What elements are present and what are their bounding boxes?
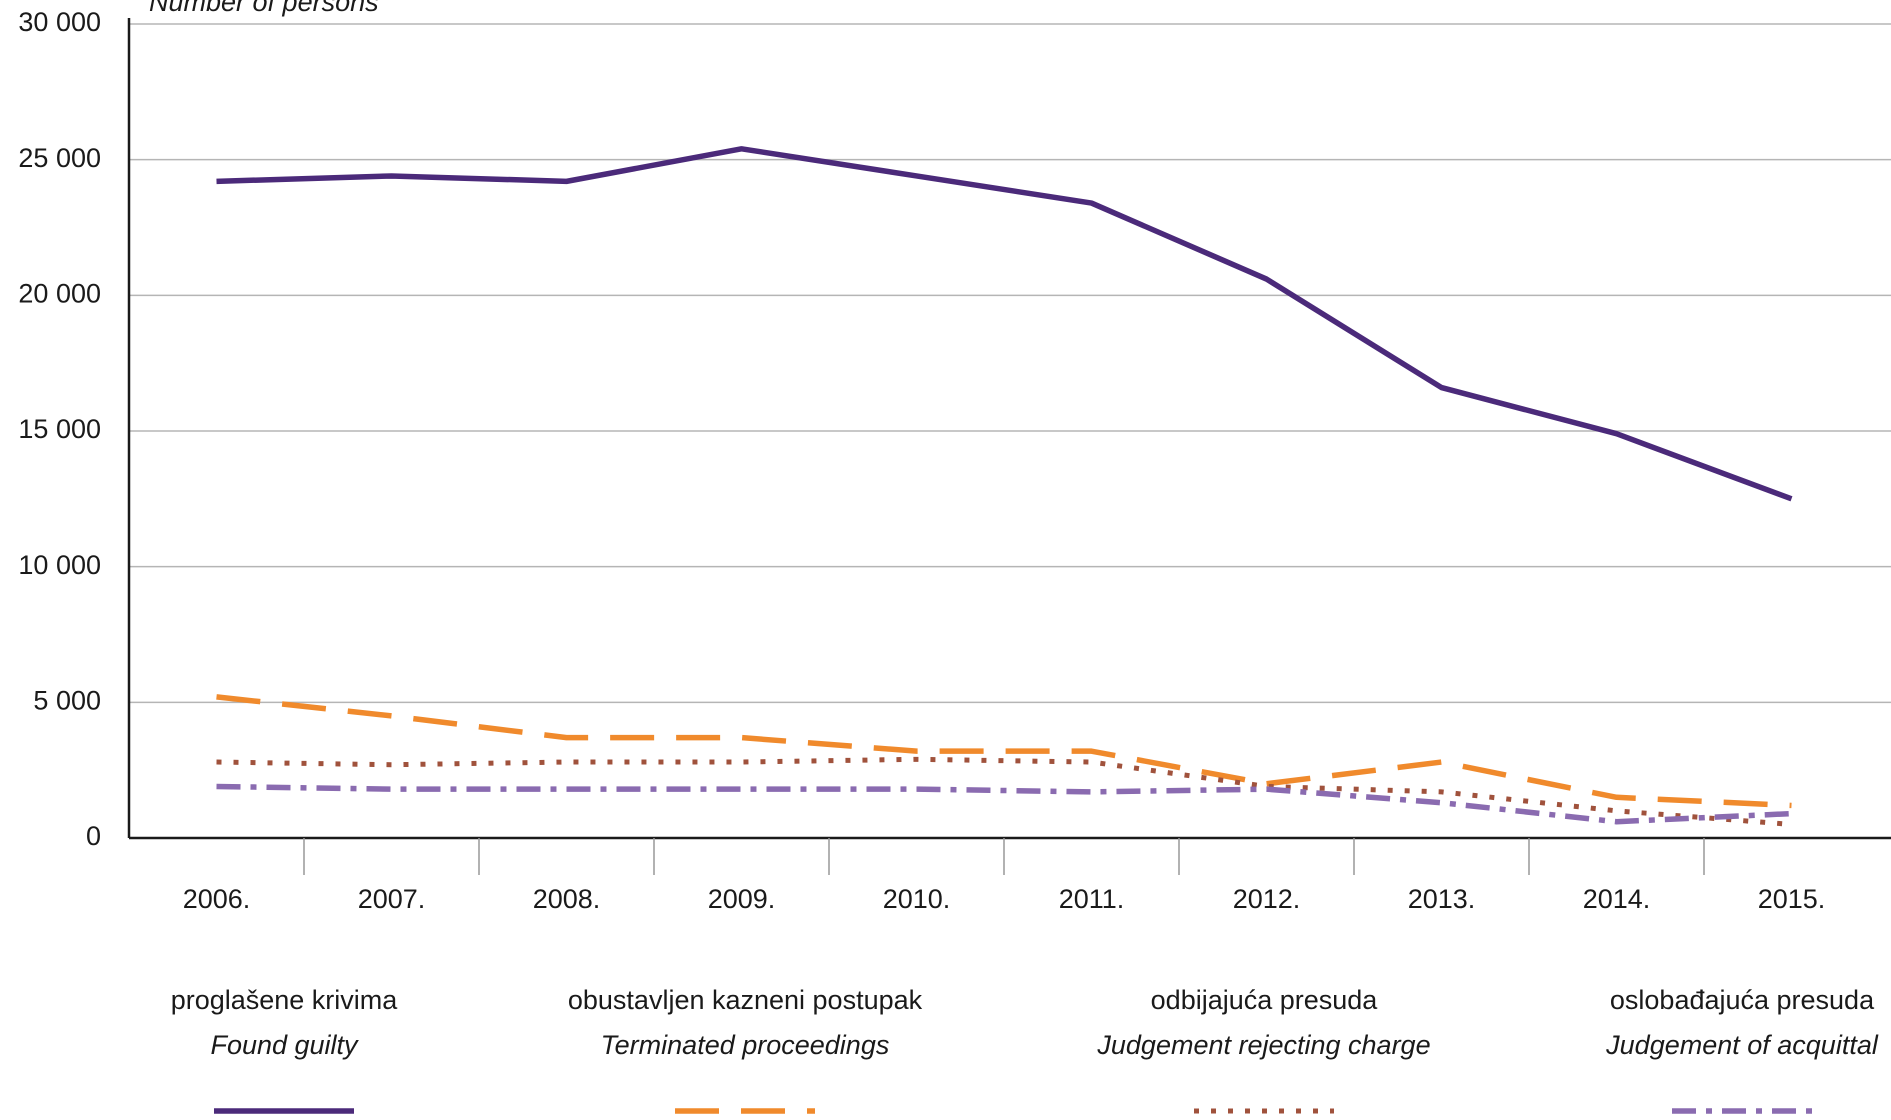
x-tick-label: 2012. <box>1233 884 1301 914</box>
legend-label-en: Found guilty <box>210 1030 359 1060</box>
series-line <box>216 783 1792 825</box>
legend-label: proglašene krivima <box>171 985 399 1015</box>
x-tick-label: 2009. <box>708 884 776 914</box>
legend-label: oslobađajuća presuda <box>1610 985 1875 1015</box>
x-tick-label: 2013. <box>1408 884 1476 914</box>
x-tick-label: 2010. <box>883 884 951 914</box>
x-tick-label: 2008. <box>533 884 601 914</box>
legend-label-en: Judgement of acquittal <box>1605 1030 1879 1060</box>
x-tick-label: 2007. <box>358 884 426 914</box>
legend-label-en: Judgement rejecting charge <box>1096 1030 1430 1060</box>
x-tick-label: 2006. <box>183 884 251 914</box>
legend-label: odbijajuća presuda <box>1151 985 1379 1015</box>
y-tick-label: 20 000 <box>18 278 101 308</box>
legend-label: obustavljen kazneni postupak <box>568 985 923 1015</box>
y-tick-label: 15 000 <box>18 414 101 444</box>
y-tick-label: 30 000 <box>18 7 101 37</box>
series-line <box>216 146 1793 502</box>
x-tick-label: 2015. <box>1758 884 1826 914</box>
y-tick-label: 0 <box>86 821 101 851</box>
series-line <box>216 694 1792 809</box>
y-axis-label: Number of persons <box>149 0 379 17</box>
x-tick-label: 2014. <box>1583 884 1651 914</box>
x-tick-label: 2011. <box>1059 884 1125 914</box>
y-tick-label: 5 000 <box>33 685 101 715</box>
y-tick-label: 10 000 <box>18 550 101 580</box>
y-tick-label: 25 000 <box>18 143 101 173</box>
legend-label-en: Terminated proceedings <box>601 1030 890 1060</box>
